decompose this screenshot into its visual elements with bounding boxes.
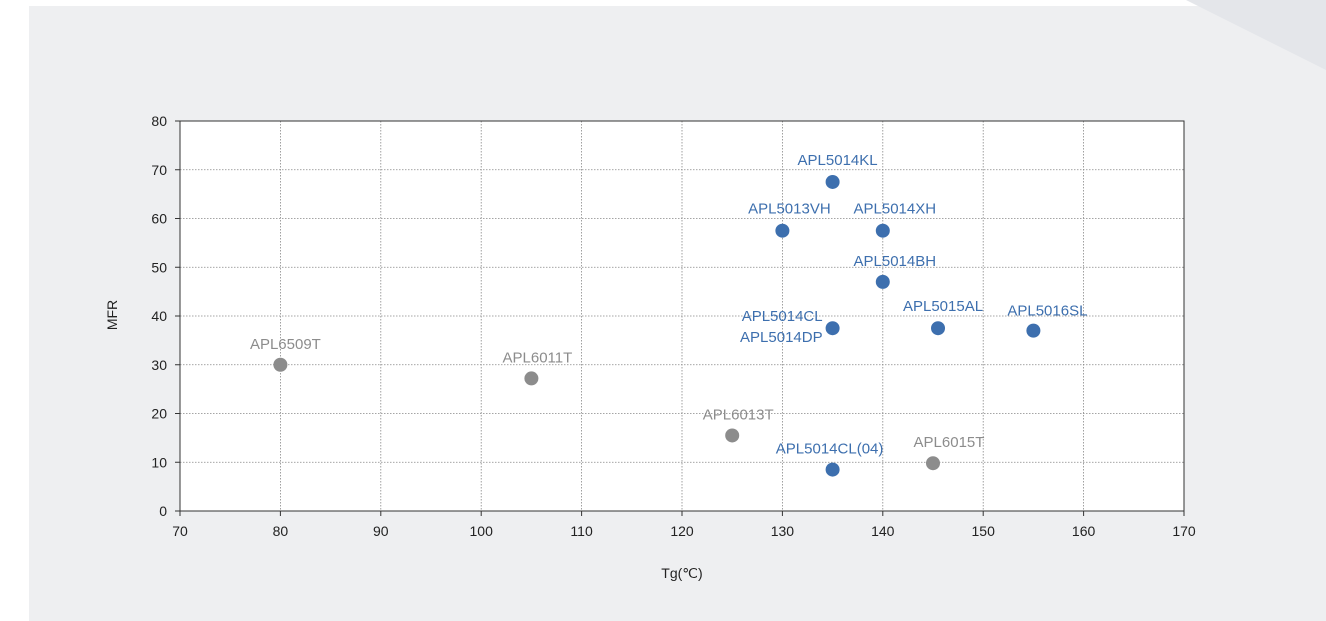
x-tick-label: 120	[670, 523, 694, 539]
point-label: APL5016SL	[1007, 303, 1087, 320]
x-tick-label: 160	[1072, 523, 1096, 539]
point-label: APL5015AL	[903, 298, 983, 315]
x-tick-label: 140	[871, 523, 895, 539]
y-tick-label: 50	[151, 259, 167, 275]
point-labels: APL5014KL APL5013VH APL5014XH APL5014BH APL5…	[250, 152, 1087, 458]
data-point	[1026, 323, 1041, 338]
x-tick-label: 150	[972, 523, 996, 539]
x-axis-label: Tg(℃)	[661, 565, 702, 581]
grid-lines	[180, 121, 1184, 511]
data-point	[825, 321, 840, 336]
point-label: APL6011T	[503, 349, 573, 366]
point-label: APL5014BH	[854, 253, 937, 270]
y-tick-label: 70	[151, 162, 167, 178]
tick-labels: 70 80 90 100 110 120 130 140 150 160 170 0 10 20 30 40 5…	[151, 113, 1195, 539]
x-tick-label: 70	[172, 523, 188, 539]
x-tick-label: 80	[273, 523, 289, 539]
y-tick-label: 60	[151, 211, 167, 227]
y-tick-label: 20	[151, 406, 167, 422]
x-tick-label: 130	[771, 523, 795, 539]
corner-decoration	[1186, 0, 1326, 70]
y-axis-label: MFR	[104, 300, 120, 330]
data-point	[875, 274, 890, 289]
point-label: APL5014XH	[854, 201, 937, 218]
point-label: APL6509T	[250, 336, 321, 353]
axes	[175, 120, 1185, 516]
x-tick-label: 170	[1172, 523, 1196, 539]
point-label: APL5013VH	[748, 201, 831, 218]
point-label: APL6015T	[914, 434, 985, 451]
data-point	[926, 456, 940, 471]
x-tick-label: 90	[373, 523, 389, 539]
data-point	[725, 428, 740, 443]
data-point	[273, 357, 288, 372]
y-tick-label: 80	[151, 113, 167, 129]
point-label: APL5014CL(04)	[776, 441, 884, 458]
y-tick-label: 30	[151, 357, 167, 373]
data-point	[825, 462, 840, 477]
x-tick-label: 110	[570, 523, 593, 539]
data-points	[273, 174, 1041, 477]
y-tick-label: 40	[151, 308, 167, 324]
point-label: APL5014CL APL5014DP	[740, 308, 823, 346]
data-point	[875, 223, 890, 238]
point-label: APL6013T	[703, 406, 774, 423]
x-tick-label: 100	[470, 523, 494, 539]
data-point	[931, 321, 946, 336]
data-point	[775, 223, 790, 238]
data-point	[524, 371, 539, 386]
y-tick-label: 10	[151, 454, 167, 470]
y-tick-label: 0	[159, 503, 167, 519]
point-label: APL5014KL	[798, 152, 878, 169]
data-point	[825, 174, 840, 189]
